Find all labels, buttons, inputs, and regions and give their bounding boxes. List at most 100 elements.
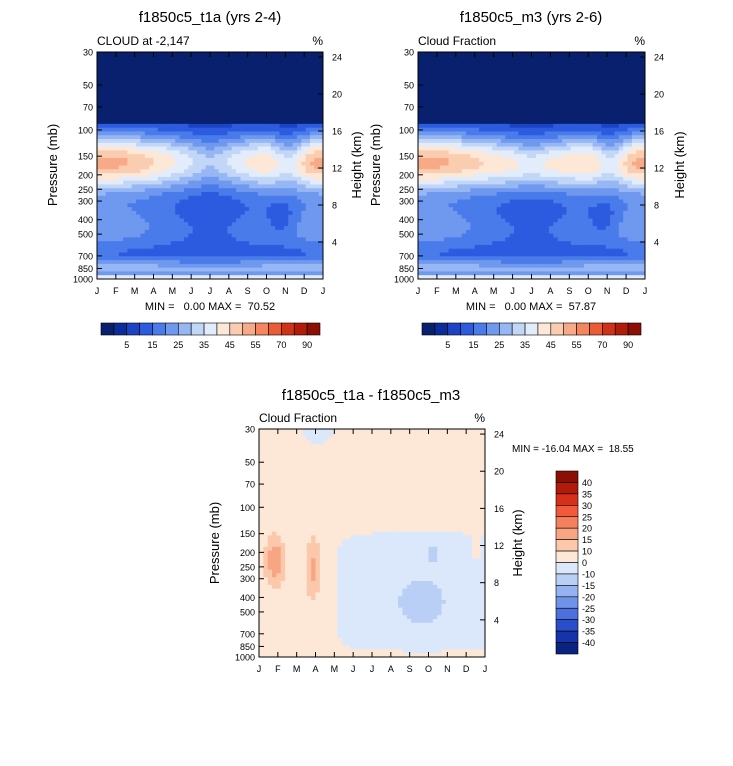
contour-cell <box>275 89 281 95</box>
contour-cell <box>527 157 533 163</box>
contour-cell <box>218 139 224 144</box>
contour-cell <box>588 176 594 182</box>
contour-cell <box>157 70 163 76</box>
contour-cell <box>240 59 246 64</box>
contour-cell <box>618 139 624 144</box>
contour-cell <box>601 142 607 148</box>
contour-cell <box>170 101 176 106</box>
contour-cell <box>257 146 263 151</box>
contour-cell <box>557 78 563 83</box>
contour-cell <box>97 70 102 76</box>
contour-cell <box>114 203 120 208</box>
contour-cell <box>566 150 572 155</box>
contour-cell <box>283 173 289 178</box>
contour-cell <box>483 101 489 106</box>
contour-cell <box>592 101 598 106</box>
contour-cell <box>240 89 246 95</box>
contour-cell <box>131 203 137 208</box>
contour-cell <box>540 70 546 76</box>
contour-cell <box>162 146 168 151</box>
contour-cell <box>253 86 259 91</box>
contour-cell <box>210 214 215 220</box>
contour-cell <box>127 104 133 110</box>
contour-cell <box>296 161 302 167</box>
contour-cell <box>422 169 428 174</box>
contour-cell <box>452 165 458 170</box>
contour-cell <box>244 89 250 95</box>
contour-cell <box>292 214 298 220</box>
contour-cell <box>236 203 242 208</box>
contour-cell <box>183 150 189 155</box>
contour-cell <box>218 97 224 102</box>
contour-cell <box>496 165 502 170</box>
contour-cell <box>527 146 533 151</box>
contour-cell <box>292 260 298 265</box>
contour-cell <box>123 86 129 91</box>
contour-cell <box>283 97 289 102</box>
contour-cell <box>183 55 189 61</box>
contour-cell <box>466 123 471 129</box>
contour-cell <box>214 139 220 144</box>
contour-cell <box>162 214 168 220</box>
contour-cell <box>579 55 585 61</box>
contour-cell <box>131 218 137 223</box>
contour-cell <box>283 244 289 250</box>
contour-cell <box>223 252 228 257</box>
contour-cell <box>283 256 289 261</box>
contour-cell <box>249 214 255 220</box>
contour-cell <box>596 74 602 80</box>
contour-cell <box>296 120 302 125</box>
contour-cell <box>140 191 146 197</box>
contour-cell <box>210 63 215 68</box>
contour-cell <box>188 131 194 136</box>
contour-cell <box>244 214 250 220</box>
contour-cell <box>127 93 133 98</box>
contour-cell <box>114 70 120 76</box>
contour-cell <box>500 176 506 182</box>
contour-cell <box>110 203 115 208</box>
contour-cell <box>196 244 202 250</box>
contour-cell <box>470 150 476 155</box>
contour-cell <box>466 101 471 106</box>
contour-cell <box>149 74 155 80</box>
contour-cell <box>162 188 168 193</box>
contour-cell <box>314 150 320 155</box>
contour-cell <box>422 123 428 129</box>
contour-cell <box>101 233 107 238</box>
contour-cell <box>318 89 323 95</box>
contour-cell <box>418 139 423 144</box>
contour-cell <box>531 93 537 98</box>
contour-cell <box>236 101 242 106</box>
contour-cell <box>531 161 537 167</box>
contour-cell <box>296 241 302 246</box>
contour-cell <box>279 191 285 197</box>
contour-cell <box>244 229 250 235</box>
contour-cell <box>422 78 428 83</box>
contour-cell <box>101 188 107 193</box>
contour-cell <box>301 120 307 125</box>
contour-cell <box>439 161 445 167</box>
contour-cell <box>266 195 272 201</box>
contour-cell <box>110 101 115 106</box>
contour-cell <box>205 157 211 163</box>
contour-cell <box>426 142 432 148</box>
contour-cell <box>157 260 163 265</box>
contour-cell <box>253 139 259 144</box>
contour-cell <box>583 67 589 72</box>
contour-cell <box>288 210 294 216</box>
contour-cell <box>244 86 250 91</box>
contour-cell <box>301 226 307 231</box>
contour-cell <box>439 116 445 121</box>
contour-cell <box>605 67 611 72</box>
contour-cell <box>153 157 159 163</box>
contour-cell <box>301 210 307 216</box>
contour-cell <box>296 207 302 212</box>
contour-cell <box>553 169 559 174</box>
contour-cell <box>231 157 237 163</box>
contour-cell <box>557 108 563 114</box>
contour-cell <box>435 169 441 174</box>
contour-cell <box>192 154 198 159</box>
contour-cell <box>435 176 441 182</box>
contour-cell <box>614 127 620 133</box>
contour-cell <box>288 59 294 64</box>
